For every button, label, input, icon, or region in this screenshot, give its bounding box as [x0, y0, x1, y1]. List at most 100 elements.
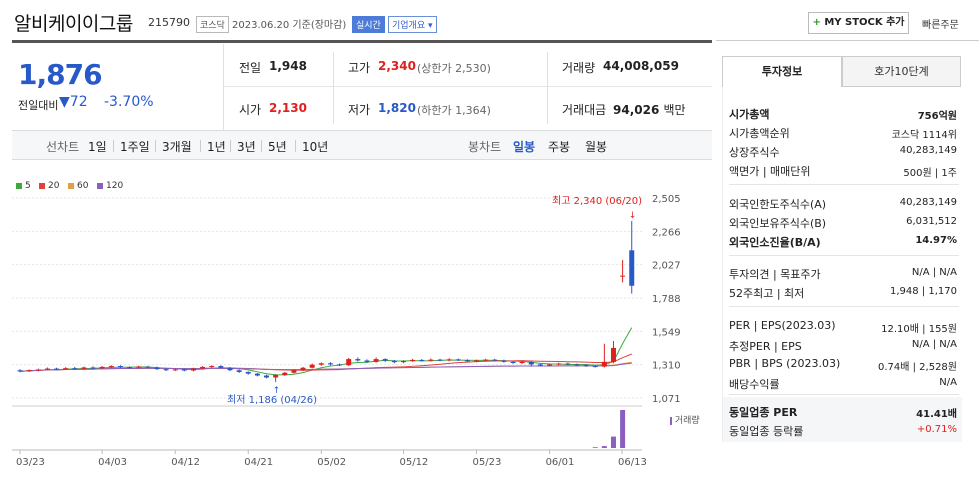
volume-value: 44,008,059	[603, 59, 679, 73]
period-bar	[12, 130, 712, 160]
candle-body	[528, 361, 534, 365]
section-divider	[729, 255, 959, 256]
candle-body	[282, 372, 288, 375]
x-tick-label: 03/23	[16, 457, 45, 468]
candle-body	[264, 375, 270, 378]
opinion-value: N/A | N/A	[911, 267, 957, 278]
quick-order-link[interactable]: 빠른주문	[922, 20, 959, 31]
period-4[interactable]: 3년	[237, 140, 256, 154]
candle-body	[510, 361, 516, 363]
stock-chart[interactable]: 2,505 2,266 2,027 1,788 1,549 1,310 1,071 ↓ ↑ 03/…	[12, 190, 712, 482]
legend-label: 60	[77, 181, 89, 191]
section-divider	[729, 306, 959, 307]
candle-body	[601, 361, 607, 367]
candle-body	[108, 366, 114, 368]
legend-swatch	[68, 183, 74, 189]
candle-body	[428, 359, 434, 361]
candle-body	[346, 359, 352, 366]
candle-body	[610, 347, 616, 362]
candle-body	[44, 368, 50, 370]
open-label: 시가	[239, 103, 262, 117]
ma-line-5	[19, 327, 633, 376]
candle-body	[309, 364, 315, 368]
company-name: 알비케이이그룹	[14, 13, 133, 35]
chevron-down-icon: ▾	[428, 21, 433, 31]
y-tick-label: 1,310	[652, 361, 681, 372]
candle-body	[300, 367, 306, 371]
high-value: 2,340	[378, 59, 416, 73]
section-divider	[729, 394, 959, 395]
legend-swatch	[16, 183, 22, 189]
candle-body	[35, 369, 41, 371]
candle-period-0[interactable]: 일봉	[513, 140, 536, 154]
candle-chart-label: 봉차트	[468, 140, 502, 154]
market-cap-label: 시가총액	[729, 108, 770, 121]
prev-compare-label: 전일대비	[18, 99, 59, 112]
candle-body	[254, 373, 260, 376]
candle-body	[574, 364, 580, 366]
volume-bar	[610, 436, 616, 448]
candle-body	[117, 366, 123, 368]
candle-body	[474, 360, 480, 362]
candle-body	[90, 367, 96, 369]
candle-body	[492, 359, 498, 361]
candle-body	[556, 363, 562, 365]
candle-body	[419, 359, 425, 361]
y-tick-label: 2,266	[652, 227, 681, 238]
company-info-dropdown[interactable]: 기업개요 ▾	[388, 16, 437, 33]
candle-body	[446, 359, 452, 361]
volume-bar	[601, 446, 607, 448]
candle-body	[364, 360, 370, 362]
period-separator	[200, 140, 201, 152]
ma-line-120	[19, 362, 632, 372]
candle-body	[145, 366, 151, 368]
candle-body	[26, 370, 32, 372]
candle-body	[218, 366, 224, 368]
sector-rate-label[interactable]: 동일업종 등락률	[729, 425, 804, 438]
candle-body	[327, 363, 333, 365]
par-value: 500원 | 1주	[903, 168, 957, 179]
candle-body	[337, 364, 343, 366]
my-stock-label: MY STOCK 추가	[824, 17, 905, 28]
rank-label: 시가총액순위	[729, 127, 790, 140]
period-6[interactable]: 10년	[302, 140, 329, 154]
candle-period-2[interactable]: 월봉	[585, 140, 608, 154]
header-divider-right	[716, 40, 979, 41]
candle-body	[63, 368, 69, 370]
amount-value: 94,026 백만	[613, 101, 686, 118]
divider	[547, 52, 548, 124]
candle-body	[136, 366, 142, 368]
period-1[interactable]: 1주일	[120, 140, 150, 154]
candle-body	[501, 360, 507, 362]
period-2[interactable]: 3개월	[162, 140, 192, 154]
par-label: 액면가 | 매매단위	[729, 165, 811, 178]
period-0[interactable]: 1일	[88, 140, 107, 154]
candle-body	[519, 361, 525, 363]
opinion-label: 투자의견 | 목표주가	[729, 268, 821, 281]
y-tick-label: 2,505	[652, 194, 681, 205]
low-value: 1,820	[378, 101, 416, 115]
volume-legend-bar	[670, 416, 672, 425]
candle-body	[373, 359, 379, 362]
x-tick-label: 06/01	[546, 457, 575, 468]
volume-legend-text: 거래량	[674, 416, 700, 426]
candle-body	[583, 364, 589, 367]
x-tick-label: 04/21	[244, 457, 273, 468]
tab-quote[interactable]: 호가10단계	[842, 56, 961, 87]
y-tick-label: 1,788	[652, 294, 681, 305]
max-annotation: 최고 2,340 (06/20)	[552, 196, 643, 207]
live-button[interactable]: 실시간	[352, 16, 385, 33]
foreign-limit-label: 외국인한도주식수(A)	[729, 198, 827, 211]
my-stock-add-button[interactable]: + MY STOCK 추가	[808, 12, 909, 34]
candle-body	[592, 366, 598, 368]
candle-period-1[interactable]: 주봉	[548, 140, 571, 154]
period-5[interactable]: 5년	[268, 140, 287, 154]
candle-body	[455, 359, 461, 361]
tab-invest-info[interactable]: 투자정보	[722, 56, 842, 87]
period-3[interactable]: 1년	[207, 140, 226, 154]
lower-limit: (하한가 1,364)	[417, 104, 491, 117]
sector-per-label[interactable]: 동일업종 PER	[729, 406, 798, 419]
candle-body	[81, 367, 87, 369]
period-separator	[261, 140, 262, 152]
header-divider	[12, 40, 712, 43]
